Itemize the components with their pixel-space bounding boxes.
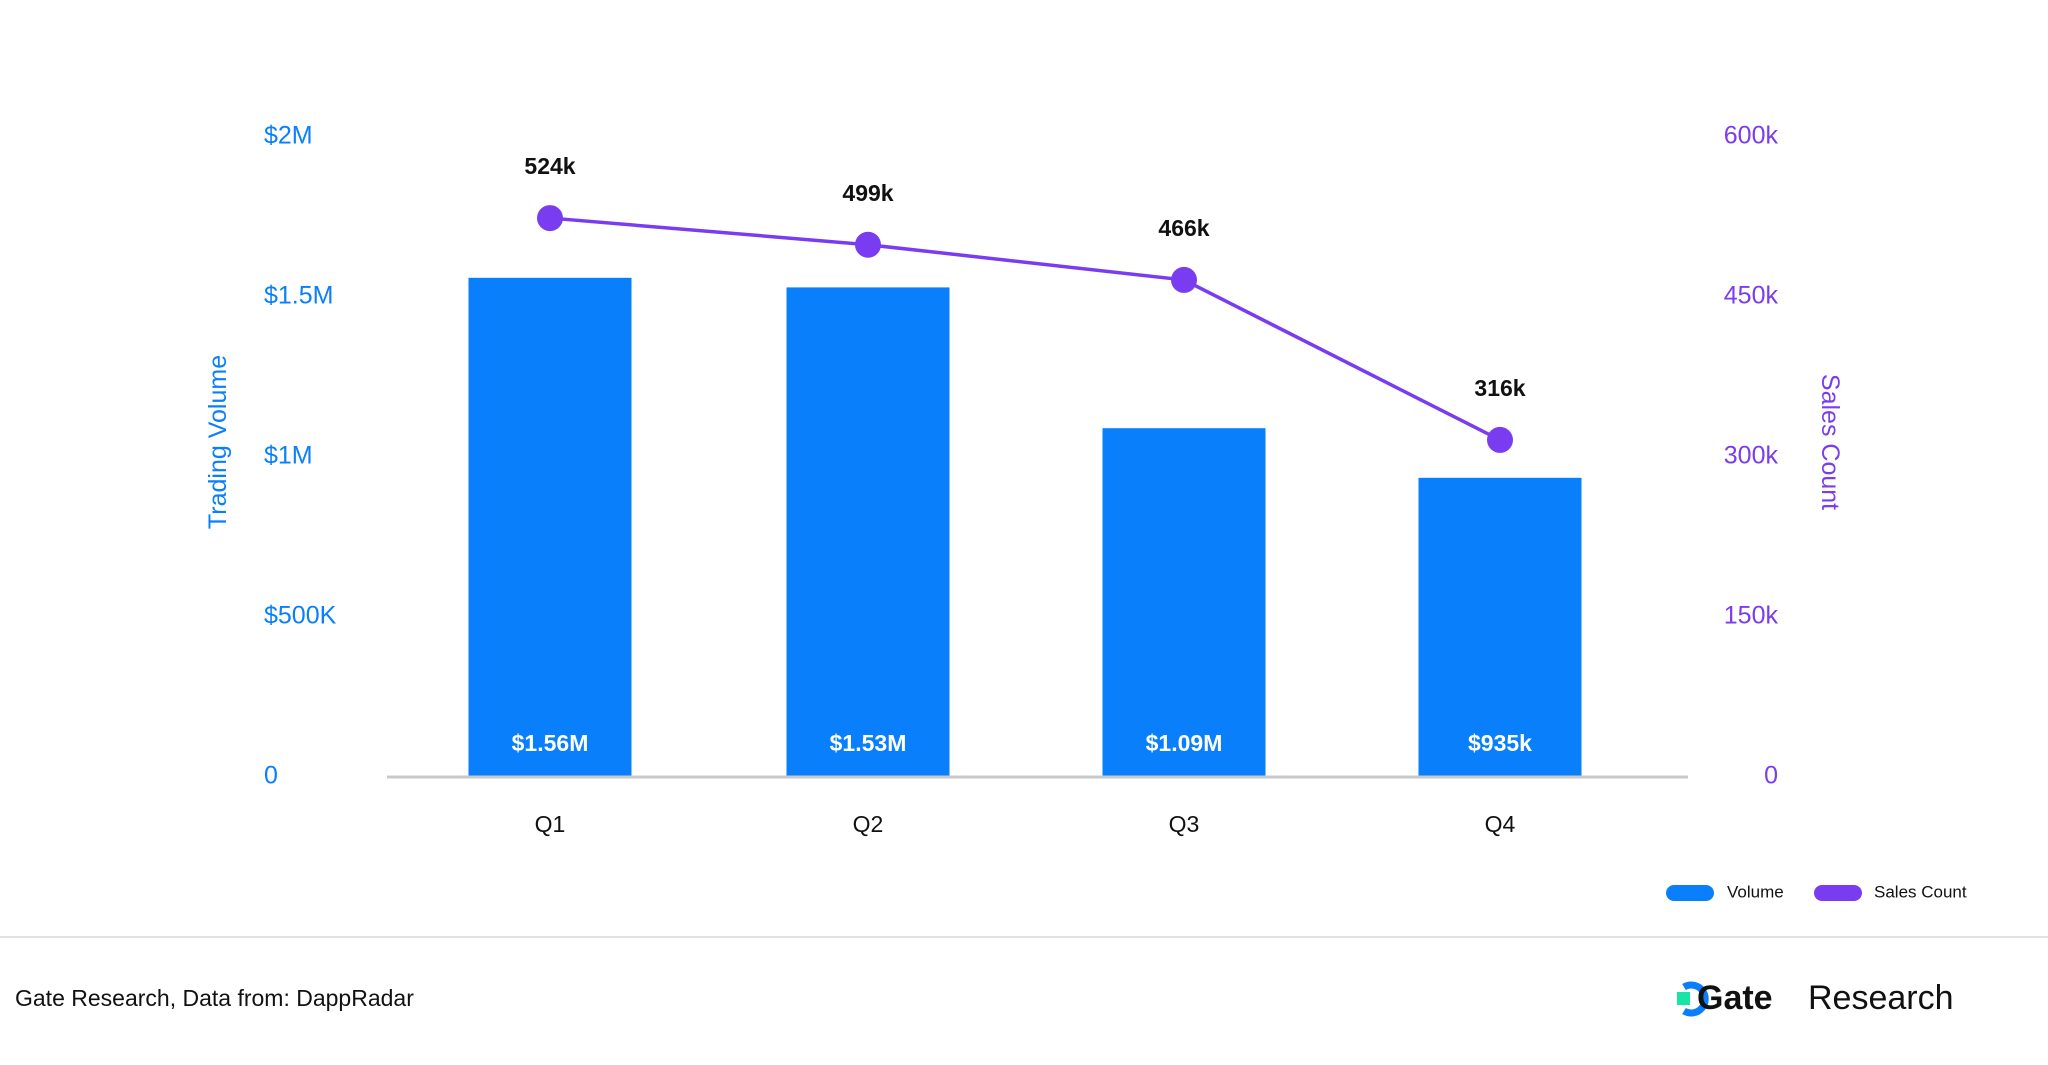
bar-value-label: $1.09M (1146, 730, 1223, 756)
sales-count-value-label: 316k (1474, 375, 1525, 401)
y-right-tick-label: 450k (1724, 282, 1779, 310)
legend-label-sales-count: Sales Count (1874, 882, 1967, 901)
legend-swatch-sales-count (1814, 885, 1862, 901)
y-left-axis-title: Trading Volume (204, 355, 232, 529)
y-right-tick-label: 600k (1724, 122, 1779, 150)
sales-count-value-label: 466k (1158, 215, 1209, 241)
x-tick-label: Q4 (1485, 811, 1516, 837)
gate-logo-arc (1682, 981, 1709, 1017)
legend-label-volume: Volume (1727, 882, 1784, 901)
y-right-tick-label: 300k (1724, 442, 1779, 470)
bar-volume-q4 (1418, 477, 1582, 777)
y-left-tick-label: $500K (264, 602, 337, 630)
y-left-tick-label: $2M (264, 122, 313, 150)
legend-swatch-volume (1666, 885, 1714, 901)
y-left-tick-label: $1M (264, 442, 313, 470)
gate-logo-square (1677, 992, 1690, 1005)
bar-volume-q1 (468, 277, 632, 777)
y-right-axis-title: Sales Count (1816, 374, 1844, 510)
y-axis-right: 0 150k 300k 450k 600k Sales Count (1724, 122, 1844, 790)
sales-count-point-q4 (1487, 426, 1513, 453)
bar-value-label: $1.56M (512, 730, 589, 756)
bar-series-volume: $1.56M $1.53M $1.09M $935k (468, 277, 1582, 777)
legend: Volume Sales Count (1666, 882, 1967, 901)
bar-volume-q3 (1102, 428, 1266, 777)
sales-count-value-label: 524k (524, 153, 575, 179)
sales-count-point-q2 (855, 231, 881, 258)
sales-count-point-q1 (537, 205, 563, 232)
brand-logo: Gate Research (1677, 979, 1954, 1017)
line-series-sales-count: 524k 499k 466k 316k (524, 153, 1526, 453)
x-tick-label: Q2 (853, 811, 884, 837)
bar-value-label: $935k (1468, 730, 1532, 756)
gate-logo-icon (1677, 981, 1709, 1017)
sales-count-value-label: 499k (842, 180, 893, 206)
y-right-tick-label: 150k (1724, 602, 1779, 630)
brand-secondary-text: Research (1808, 979, 1954, 1017)
bar-value-label: $1.53M (830, 730, 907, 756)
sales-count-line (549, 216, 1501, 442)
x-axis-categories: Q1 Q2 Q3 Q4 (535, 811, 1516, 837)
footer-source-text: Gate Research, Data from: DappRadar (15, 985, 414, 1011)
brand-primary-text: Gate (1697, 979, 1773, 1017)
x-tick-label: Q3 (1169, 811, 1200, 837)
sales-count-point-q3 (1171, 266, 1197, 293)
bar-volume-q2 (786, 287, 950, 777)
y-axis-left: 0 $500K $1M $1.5M $2M Trading Volume (204, 122, 337, 790)
x-tick-label: Q1 (535, 811, 566, 837)
y-left-tick-label: $1.5M (264, 282, 333, 310)
y-right-tick-label: 0 (1764, 762, 1778, 790)
y-left-tick-label: 0 (264, 762, 278, 790)
